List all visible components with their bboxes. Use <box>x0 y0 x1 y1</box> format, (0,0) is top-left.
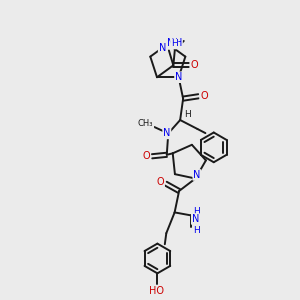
Text: N: N <box>163 128 170 138</box>
Text: H: H <box>193 226 200 235</box>
Text: N: N <box>192 214 199 224</box>
Text: O: O <box>190 60 198 70</box>
Text: N: N <box>167 38 174 48</box>
Text: CH₃: CH₃ <box>138 119 153 128</box>
Text: O: O <box>200 91 208 101</box>
Text: H: H <box>175 38 182 48</box>
Text: N: N <box>159 43 166 52</box>
Text: O: O <box>157 177 164 187</box>
Text: HO: HO <box>149 286 164 296</box>
Text: O: O <box>143 151 150 161</box>
Text: H: H <box>184 110 191 119</box>
Text: H: H <box>193 207 200 216</box>
Text: N: N <box>193 170 201 180</box>
Text: H: H <box>171 39 178 48</box>
Text: N: N <box>175 72 182 82</box>
